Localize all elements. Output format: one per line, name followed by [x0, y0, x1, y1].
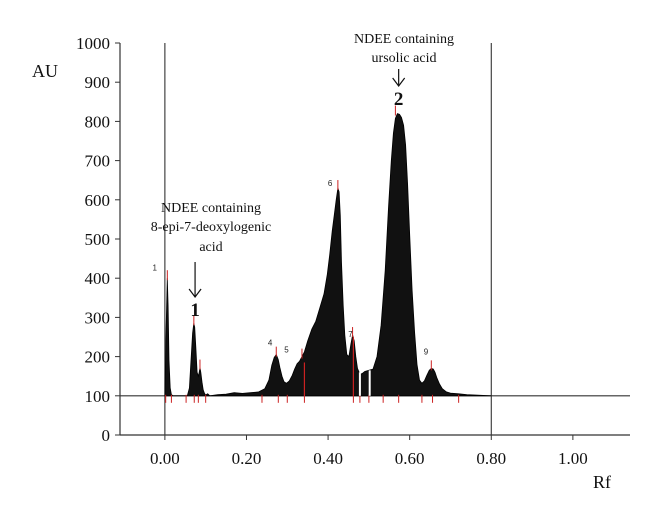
- annotation-text: acid: [199, 240, 222, 255]
- y-tick-label: 900: [85, 73, 111, 92]
- x-tick-label: 0.60: [395, 449, 425, 468]
- x-axis-label: Rf: [593, 472, 611, 492]
- chromatogram-area: [164, 113, 492, 397]
- peak-label: 4: [268, 339, 273, 348]
- peak-label: 9: [424, 348, 429, 357]
- y-tick-label: 500: [85, 230, 111, 249]
- y-tick-label: 100: [85, 387, 111, 406]
- y-tick-label: 700: [85, 152, 111, 171]
- y-tick-label: 300: [85, 308, 111, 327]
- annotation-arrow-head: [188, 288, 202, 298]
- peak-label: 5: [284, 346, 289, 355]
- y-tick-label: 800: [85, 112, 111, 131]
- x-tick-label: 0.00: [150, 449, 180, 468]
- annotation-peak-number: 2: [394, 89, 404, 110]
- x-tick-label: 1.00: [558, 449, 588, 468]
- y-tick-label: 400: [85, 269, 111, 288]
- plot-area: 0 100 200 300 400 500 600 700 800 900 1000 0.00 0.20…: [76, 32, 630, 468]
- annotation-text: ursolic acid: [372, 51, 437, 66]
- y-tick-label: 1000: [76, 34, 110, 53]
- peak-label: 6: [328, 179, 333, 188]
- annotation-peak-number: 1: [190, 300, 200, 321]
- x-tick-label: 0.40: [313, 449, 343, 468]
- peak-label: 1: [152, 263, 157, 272]
- peak-label: 7: [348, 330, 353, 339]
- annotation-arrow-head: [392, 77, 406, 87]
- y-tick-label: 200: [85, 348, 111, 367]
- annotation-text: NDEE containing: [354, 32, 454, 47]
- y-tick-label: 600: [85, 191, 111, 210]
- annotation-text: NDEE containing: [161, 201, 261, 216]
- annotation-text: 8-epi-7-deoxylogenic: [151, 220, 272, 235]
- x-tick-label: 0.80: [476, 449, 506, 468]
- x-tick-label: 0.20: [232, 449, 262, 468]
- y-tick-label: 0: [102, 426, 111, 445]
- y-axis-label: AU: [32, 61, 58, 81]
